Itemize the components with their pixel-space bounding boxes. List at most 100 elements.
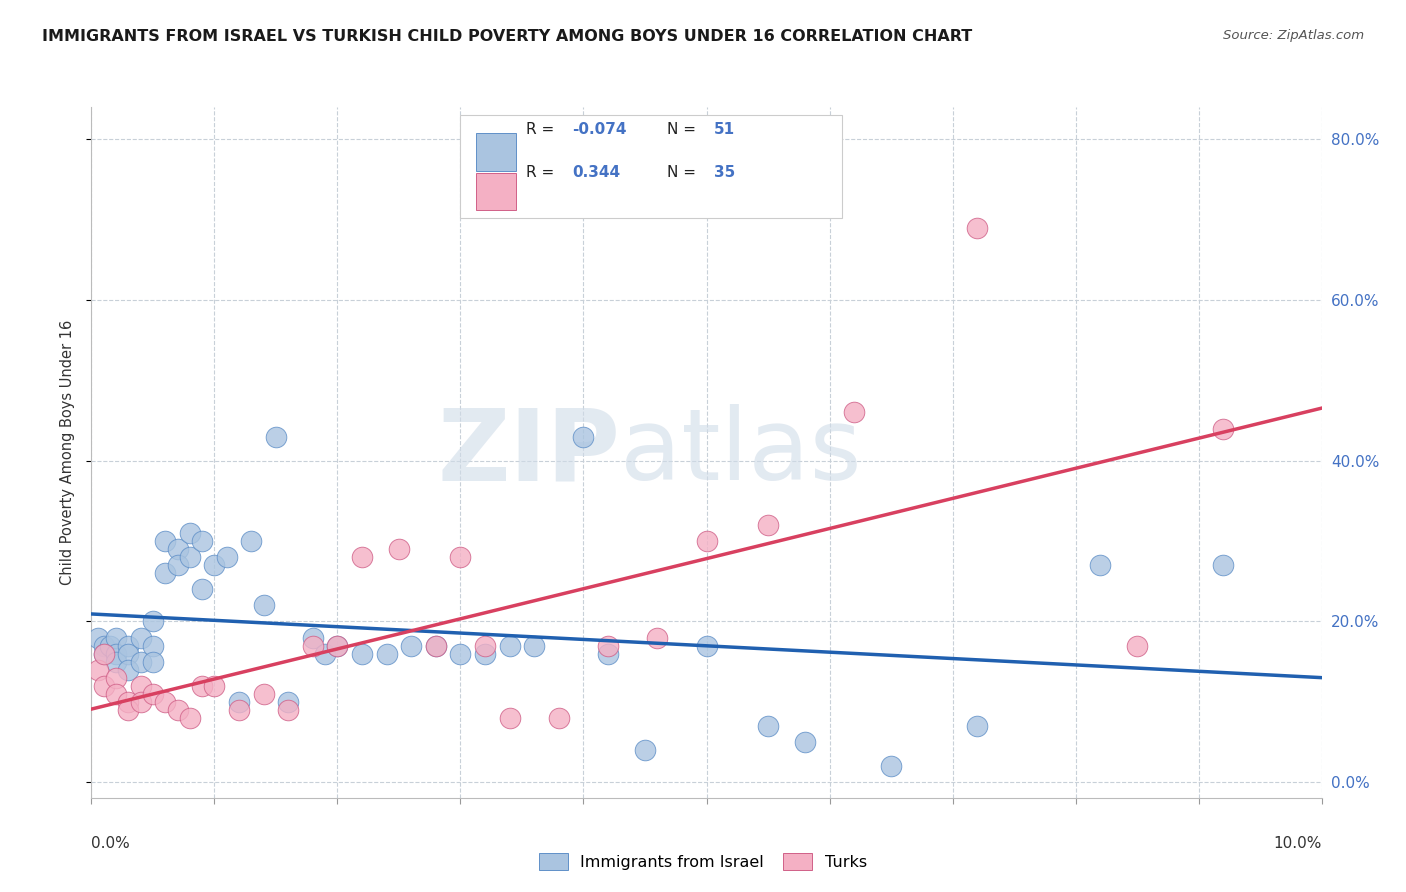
Point [129, 655, 152, 669]
Point [117, 663, 139, 677]
Point [240, 534, 263, 549]
Text: atlas: atlas [620, 404, 862, 501]
Point [645, 631, 668, 645]
Legend: Immigrants from Israel, Turks: Immigrants from Israel, Turks [533, 847, 873, 877]
Point [105, 655, 127, 669]
Point [105, 631, 127, 645]
Point [326, 639, 349, 653]
Point [1212, 558, 1234, 573]
Point [117, 695, 139, 709]
Text: 0.344: 0.344 [572, 165, 620, 180]
Point [301, 639, 323, 653]
Point [498, 711, 520, 725]
Point [166, 703, 188, 717]
Point [98, 639, 121, 653]
Point [93, 647, 115, 661]
Point [166, 558, 188, 573]
Point [523, 639, 546, 653]
Point [129, 679, 152, 693]
Point [449, 647, 471, 661]
Point [326, 639, 349, 653]
Point [86, 631, 108, 645]
Point [314, 647, 336, 661]
Point [179, 550, 201, 565]
Point [105, 647, 127, 661]
Point [228, 695, 250, 709]
Point [253, 599, 276, 613]
Point [129, 695, 152, 709]
Point [277, 695, 299, 709]
Point [301, 631, 323, 645]
Point [350, 647, 373, 661]
Point [202, 679, 225, 693]
Point [191, 582, 214, 597]
Point [142, 655, 165, 669]
FancyBboxPatch shape [477, 133, 516, 170]
Text: 51: 51 [714, 122, 735, 137]
Point [449, 550, 471, 565]
Text: 10.0%: 10.0% [1274, 837, 1322, 851]
Text: 0.0%: 0.0% [91, 837, 131, 851]
Point [350, 550, 373, 565]
Point [880, 759, 903, 773]
Point [153, 566, 177, 581]
Point [842, 405, 865, 419]
Point [117, 647, 139, 661]
Point [634, 743, 657, 757]
Point [153, 695, 177, 709]
Point [756, 719, 779, 733]
Point [202, 558, 225, 573]
Point [1126, 639, 1149, 653]
Text: ZIP: ZIP [437, 404, 620, 501]
Point [399, 639, 422, 653]
Point [793, 735, 815, 749]
Text: Source: ZipAtlas.com: Source: ZipAtlas.com [1223, 29, 1364, 42]
Point [93, 679, 115, 693]
Point [572, 429, 595, 443]
Point [1088, 558, 1111, 573]
Point [93, 647, 115, 661]
Point [1212, 421, 1234, 435]
Point [129, 631, 152, 645]
FancyBboxPatch shape [477, 173, 516, 210]
Point [474, 647, 496, 661]
Point [277, 703, 299, 717]
Point [474, 639, 496, 653]
Text: R =: R = [526, 122, 558, 137]
Point [142, 687, 165, 701]
Point [966, 220, 988, 235]
Point [153, 534, 177, 549]
Point [253, 687, 276, 701]
Point [191, 534, 214, 549]
Point [142, 639, 165, 653]
Point [117, 639, 139, 653]
Point [696, 534, 718, 549]
Point [756, 518, 779, 533]
Point [596, 647, 619, 661]
Point [179, 526, 201, 541]
Point [105, 687, 127, 701]
Text: N =: N = [666, 122, 702, 137]
Point [105, 671, 127, 685]
Text: N =: N = [666, 165, 702, 180]
Point [264, 429, 287, 443]
Text: 35: 35 [714, 165, 735, 180]
Text: -0.074: -0.074 [572, 122, 627, 137]
Point [117, 703, 139, 717]
Point [215, 550, 238, 565]
Point [93, 639, 115, 653]
Text: IMMIGRANTS FROM ISRAEL VS TURKISH CHILD POVERTY AMONG BOYS UNDER 16 CORRELATION : IMMIGRANTS FROM ISRAEL VS TURKISH CHILD … [42, 29, 973, 44]
Point [191, 679, 214, 693]
Point [166, 542, 188, 557]
Point [142, 615, 165, 629]
FancyBboxPatch shape [460, 115, 842, 218]
Point [425, 639, 447, 653]
Point [966, 719, 988, 733]
Point [498, 639, 520, 653]
Point [425, 639, 447, 653]
Point [375, 647, 398, 661]
Point [547, 711, 569, 725]
Point [86, 663, 108, 677]
Y-axis label: Child Poverty Among Boys Under 16: Child Poverty Among Boys Under 16 [60, 320, 76, 585]
Point [596, 639, 619, 653]
